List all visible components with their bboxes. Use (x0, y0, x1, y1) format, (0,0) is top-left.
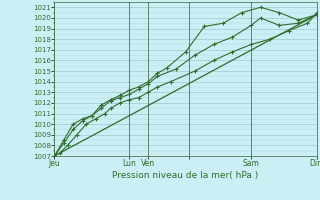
X-axis label: Pression niveau de la mer( hPa ): Pression niveau de la mer( hPa ) (112, 171, 259, 180)
